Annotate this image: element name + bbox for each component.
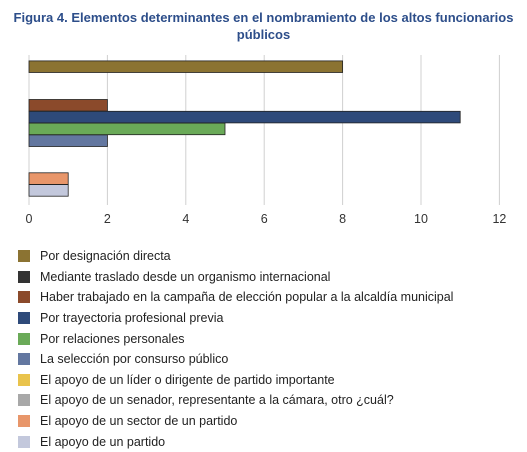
legend-swatch <box>18 415 30 428</box>
legend-item: Haber trabajado en la campaña de elecció… <box>18 287 453 308</box>
legend-swatch <box>18 435 30 448</box>
legend-swatch <box>18 332 30 345</box>
legend-label: Mediante traslado desde un organismo int… <box>40 269 331 284</box>
bar-chart: 0 2 4 6 8 10 12 <box>26 55 506 226</box>
legend-label: El apoyo de un partido <box>40 434 166 449</box>
x-tick-label-8: 8 <box>339 212 346 226</box>
x-tick-label-4: 4 <box>182 212 189 226</box>
legend-item: El apoyo de un partido <box>18 431 453 452</box>
legend-swatch <box>18 270 30 283</box>
x-tick-label-0: 0 <box>26 212 33 226</box>
chart-title: Figura 4. Elementos determinantes en el … <box>13 10 514 42</box>
legend-item: El apoyo de un sector de un partido <box>18 411 453 432</box>
legend-item: Por relaciones personales <box>18 328 453 349</box>
legend-label: Por trayectoria profesional previa <box>40 311 224 326</box>
bar-6 <box>28 134 108 147</box>
legend-swatch <box>18 394 30 407</box>
legend-swatch <box>18 353 30 366</box>
x-tick-label-12: 12 <box>492 212 506 226</box>
bar-10 <box>28 184 69 197</box>
bar-5 <box>28 122 226 136</box>
legend-label: Por relaciones personales <box>40 331 185 346</box>
bar-4 <box>28 110 461 124</box>
legend-item: El apoyo de un senador, representante a … <box>18 390 453 411</box>
legend-label: La selección por consurso público <box>40 352 229 367</box>
legend-label: El apoyo de un líder o dirigente de part… <box>40 372 335 387</box>
legend-swatch <box>18 373 30 386</box>
legend-item: La selección por consurso público <box>18 349 453 370</box>
bar-9 <box>28 172 69 185</box>
chart-legend: Por designación directa Mediante traslado… <box>18 246 453 452</box>
x-tick-label-2: 2 <box>104 212 111 226</box>
legend-item: El apoyo de un líder o dirigente de part… <box>18 370 453 391</box>
legend-swatch <box>18 291 30 304</box>
legend-item: Por trayectoria profesional previa <box>18 308 453 329</box>
legend-item: Mediante traslado desde un organismo int… <box>18 267 453 288</box>
legend-item: Por designación directa <box>18 246 453 267</box>
legend-label: Haber trabajado en la campaña de elecció… <box>40 290 454 305</box>
bar-1 <box>28 60 344 73</box>
legend-label: El apoyo de un sector de un partido <box>40 414 238 429</box>
x-tick-label-6: 6 <box>261 212 268 226</box>
x-tick-label-10: 10 <box>414 212 428 226</box>
bar-3 <box>28 99 108 112</box>
legend-swatch <box>18 312 30 325</box>
legend-label: Por designación directa <box>40 249 171 264</box>
legend-label: El apoyo de un senador, representante a … <box>40 393 394 408</box>
legend-swatch <box>18 250 30 263</box>
